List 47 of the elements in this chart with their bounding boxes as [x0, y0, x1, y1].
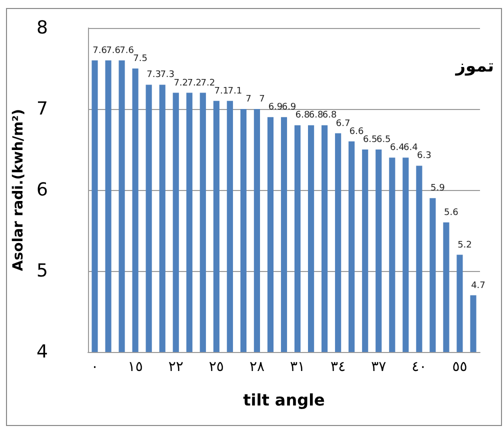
data-label: 6.4 — [390, 143, 405, 154]
data-label: 6.9 — [268, 102, 283, 113]
annotation: تموز — [454, 56, 494, 76]
x-tick-label: ٣٤ — [330, 359, 346, 375]
x-axis-title: tilt angle — [243, 390, 326, 410]
data-label: 7.1 — [228, 86, 242, 96]
data-label: 6.3 — [417, 151, 432, 162]
data-label: 7.2 — [187, 78, 202, 88]
x-tick-label: ٥٥ — [452, 359, 468, 375]
y-tick-label: 4 — [36, 342, 48, 362]
data-label: 5.2 — [458, 240, 472, 250]
x-tick-label: ٢٢ — [168, 359, 184, 375]
x-tick-label: ٠ — [90, 359, 99, 375]
x-tick-label: ١٥ — [128, 359, 143, 375]
data-label: 7.2 — [174, 78, 188, 88]
x-tick-label: ٤٠ — [412, 359, 427, 375]
x-tick-label: ٣٧ — [371, 359, 387, 375]
data-label: 6.7 — [336, 118, 350, 129]
data-label: 6.8 — [322, 110, 337, 121]
y-tick-label: 8 — [36, 18, 48, 38]
data-label: 7.1 — [214, 86, 229, 96]
data-label: 7.6 — [120, 46, 134, 56]
data-label: 7.6 — [92, 46, 108, 56]
x-tick-label: ٢٥ — [208, 359, 224, 375]
data-label: 7 — [259, 94, 265, 104]
data-label: 7.5 — [133, 54, 148, 64]
data-label: 7.3 — [160, 70, 175, 80]
data-label: 6.6 — [349, 126, 364, 137]
data-label: 6.8 — [295, 110, 310, 121]
data-label: 5.6 — [444, 208, 459, 218]
y-axis-title: Asolar radi.(kwh/m²) — [10, 108, 27, 272]
data-label: 6.8 — [308, 110, 324, 121]
data-label: 5.9 — [430, 184, 446, 194]
y-tick-label: 6 — [36, 180, 48, 200]
data-label: 6.9 — [282, 102, 296, 113]
x-tick-label: ٢٨ — [249, 359, 265, 375]
x-tick-label: ٣١ — [290, 359, 306, 375]
data-label: 7.2 — [200, 78, 216, 88]
data-label: 7.6 — [106, 46, 121, 56]
y-tick-label: 5 — [36, 260, 48, 282]
data-label: 7 — [246, 94, 252, 104]
data-label: 4.7 — [471, 280, 486, 291]
data-label: 7.3 — [146, 70, 161, 80]
data-label: 6.4 — [403, 143, 418, 154]
data-label: 6.5 — [376, 135, 391, 145]
data-label: 6.5 — [362, 135, 378, 145]
y-tick-label: 7 — [36, 98, 48, 120]
